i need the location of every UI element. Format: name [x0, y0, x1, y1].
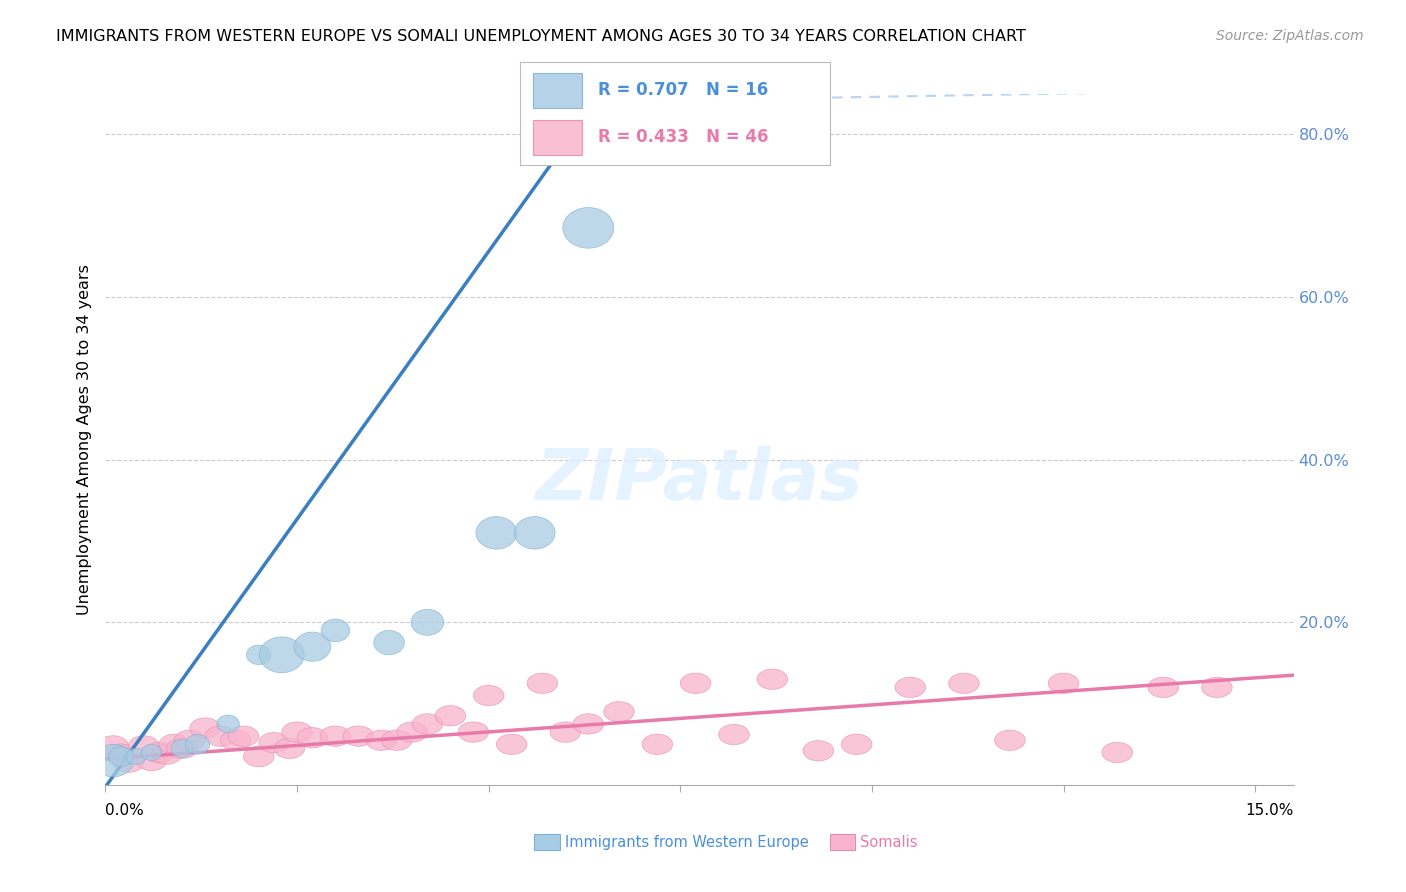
- Ellipse shape: [93, 744, 134, 777]
- Text: R = 0.433   N = 46: R = 0.433 N = 46: [598, 128, 768, 146]
- Ellipse shape: [221, 730, 252, 750]
- Bar: [533, 120, 582, 155]
- Ellipse shape: [496, 734, 527, 755]
- Ellipse shape: [228, 726, 259, 747]
- Ellipse shape: [574, 714, 603, 734]
- Ellipse shape: [374, 631, 405, 655]
- Ellipse shape: [396, 722, 427, 742]
- Ellipse shape: [243, 747, 274, 766]
- Ellipse shape: [108, 747, 134, 766]
- Ellipse shape: [1202, 677, 1232, 698]
- Ellipse shape: [643, 734, 672, 755]
- Ellipse shape: [143, 742, 174, 763]
- Ellipse shape: [321, 619, 350, 642]
- Ellipse shape: [190, 718, 221, 739]
- Y-axis label: Unemployment Among Ages 30 to 34 years: Unemployment Among Ages 30 to 34 years: [76, 264, 91, 615]
- Ellipse shape: [136, 750, 167, 771]
- Text: R = 0.707   N = 16: R = 0.707 N = 16: [598, 81, 768, 99]
- Bar: [533, 73, 582, 108]
- Ellipse shape: [174, 730, 205, 750]
- Ellipse shape: [246, 645, 271, 665]
- Ellipse shape: [474, 685, 503, 706]
- Ellipse shape: [994, 730, 1025, 750]
- Ellipse shape: [515, 516, 555, 549]
- Text: IMMIGRANTS FROM WESTERN EUROPE VS SOMALI UNEMPLOYMENT AMONG AGES 30 TO 34 YEARS : IMMIGRANTS FROM WESTERN EUROPE VS SOMALI…: [56, 29, 1026, 44]
- Text: Somalis: Somalis: [860, 835, 918, 849]
- Ellipse shape: [603, 702, 634, 722]
- Ellipse shape: [1049, 673, 1078, 693]
- Ellipse shape: [167, 739, 197, 758]
- Ellipse shape: [105, 744, 136, 764]
- Ellipse shape: [381, 730, 412, 750]
- Ellipse shape: [274, 739, 305, 758]
- Ellipse shape: [458, 722, 489, 742]
- Text: ZIPatlas: ZIPatlas: [536, 446, 863, 516]
- Ellipse shape: [141, 744, 162, 761]
- Ellipse shape: [803, 740, 834, 761]
- Ellipse shape: [112, 752, 143, 772]
- Text: 15.0%: 15.0%: [1246, 803, 1294, 818]
- Ellipse shape: [949, 673, 979, 693]
- Ellipse shape: [841, 734, 872, 755]
- Ellipse shape: [297, 728, 328, 748]
- Ellipse shape: [562, 208, 614, 248]
- Ellipse shape: [475, 516, 517, 549]
- Ellipse shape: [411, 609, 444, 635]
- Ellipse shape: [896, 677, 925, 698]
- Ellipse shape: [159, 734, 190, 755]
- Ellipse shape: [321, 726, 350, 747]
- Ellipse shape: [366, 730, 396, 750]
- Ellipse shape: [1147, 677, 1178, 698]
- Ellipse shape: [343, 726, 374, 747]
- Ellipse shape: [172, 739, 194, 757]
- Text: Immigrants from Western Europe: Immigrants from Western Europe: [565, 835, 808, 849]
- Ellipse shape: [186, 734, 209, 754]
- Ellipse shape: [205, 726, 236, 747]
- Ellipse shape: [217, 715, 239, 733]
- Ellipse shape: [128, 736, 159, 756]
- Ellipse shape: [127, 748, 146, 764]
- Ellipse shape: [1102, 742, 1133, 763]
- Ellipse shape: [550, 722, 581, 742]
- Ellipse shape: [281, 722, 312, 742]
- Ellipse shape: [718, 724, 749, 745]
- Ellipse shape: [434, 706, 465, 726]
- Ellipse shape: [527, 673, 558, 693]
- Text: 0.0%: 0.0%: [105, 803, 145, 818]
- Ellipse shape: [756, 669, 787, 690]
- Ellipse shape: [412, 714, 443, 734]
- Ellipse shape: [259, 637, 304, 673]
- Ellipse shape: [294, 632, 330, 661]
- Ellipse shape: [152, 744, 183, 764]
- Ellipse shape: [98, 736, 128, 756]
- Ellipse shape: [681, 673, 711, 693]
- Text: Source: ZipAtlas.com: Source: ZipAtlas.com: [1216, 29, 1364, 43]
- Ellipse shape: [259, 732, 290, 753]
